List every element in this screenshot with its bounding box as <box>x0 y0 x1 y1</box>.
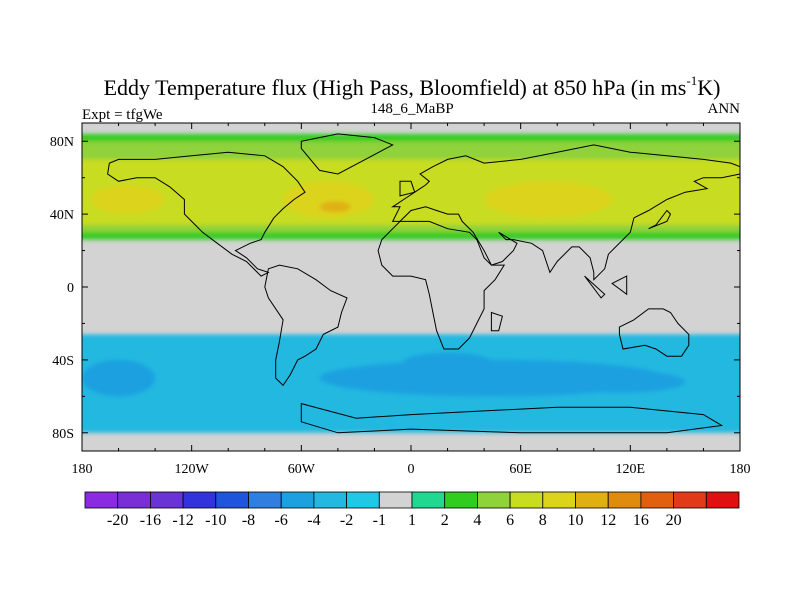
field-band-5 <box>484 181 613 218</box>
y-tick-label-1: 40N <box>50 208 74 223</box>
coastline-11 <box>611 275 628 296</box>
colorbar: -20 -16 -12 -10 -8 -6 -4 -2 -1 1 2 4 6 8 10 12 16 20 <box>84 491 740 529</box>
colorbar-swatch-3 <box>182 491 217 509</box>
colorbar-label-9: 1 <box>408 512 416 529</box>
colorbar-label-11: 4 <box>473 512 481 529</box>
x-tick-label-3: 0 <box>408 462 415 477</box>
experiment-label: Expt = tfgWe <box>82 107 163 123</box>
field-band-9 <box>401 352 494 375</box>
colorbar-swatch-1 <box>117 491 151 509</box>
colorbar-swatch-17 <box>640 491 675 509</box>
y-tick-label-2: 0 <box>67 281 74 296</box>
colorbar-swatch-5 <box>248 491 282 509</box>
field-band-3 <box>91 184 165 215</box>
coastline-5 <box>618 308 690 357</box>
colorbar-label-7: -2 <box>340 512 353 529</box>
colorbar-label-3: -10 <box>205 512 226 529</box>
colorbar-swatch-14 <box>542 491 576 509</box>
field-band-11 <box>82 359 156 397</box>
y-tick-label-4: 80S <box>52 427 74 442</box>
colorbar-swatch-15 <box>575 491 609 509</box>
coastline-3 <box>391 144 740 281</box>
colorbar-swatch-12 <box>476 491 511 509</box>
colorbar-swatch-13 <box>509 491 544 509</box>
x-tick-label-5: 120E <box>616 462 646 477</box>
colorbar-label-15: 12 <box>600 512 616 529</box>
coastline-10 <box>584 275 606 299</box>
x-tick-label-4: 60E <box>509 462 532 477</box>
colorbar-swatch-11 <box>444 491 478 509</box>
colorbar-swatch-16 <box>607 491 642 509</box>
colorbar-label-1: -16 <box>140 512 161 529</box>
y-tick-label-3: 40S <box>52 354 74 369</box>
x-tick-label-2: 60W <box>288 462 316 477</box>
colorbar-label-5: -6 <box>275 512 288 529</box>
colorbar-label-13: 8 <box>539 512 547 529</box>
x-tick-label-0: 180 <box>72 462 93 477</box>
coastlines <box>107 133 740 434</box>
coastline-9 <box>648 209 672 230</box>
field-band-4 <box>283 181 375 218</box>
coastline-7 <box>490 311 503 332</box>
colorbar-label-10: 2 <box>441 512 449 529</box>
colorbar-swatch-4 <box>215 491 249 509</box>
x-tick-label-1: 120W <box>175 462 210 477</box>
field-band-2 <box>82 159 740 226</box>
colorbar-label-2: -12 <box>172 512 193 529</box>
colorbar-label-6: -4 <box>307 512 320 529</box>
period-label: ANN <box>708 101 741 117</box>
colorbar-label-8: -1 <box>373 512 386 529</box>
map-area <box>82 123 740 451</box>
colorbar-swatch-18 <box>673 491 707 509</box>
coastline-4 <box>377 220 506 350</box>
coastline-1 <box>107 151 306 277</box>
colorbar-label-0: -20 <box>107 512 128 529</box>
colorbar-swatch-2 <box>149 491 184 509</box>
colorbar-label-14: 10 <box>568 512 584 529</box>
coastline-8 <box>399 180 416 197</box>
coastline-2 <box>264 264 348 387</box>
chart-title: Eddy Temperature flux (High Pass, Bloomf… <box>104 73 721 100</box>
colorbar-label-4: -8 <box>242 512 255 529</box>
coastline-6 <box>300 402 724 434</box>
colorbar-label-17: 20 <box>666 512 682 529</box>
colorbar-swatch-7 <box>313 491 347 509</box>
colorbar-swatch-9 <box>378 491 413 509</box>
coastline-0 <box>300 133 394 175</box>
run-label: 148_6_MaBP <box>370 101 453 117</box>
colorbar-swatch-6 <box>280 491 315 509</box>
y-tick-label-0: 80N <box>50 135 74 150</box>
flux-field <box>82 133 740 433</box>
colorbar-label-16: 16 <box>633 512 649 529</box>
colorbar-label-12: 6 <box>506 512 514 529</box>
colorbar-swatch-8 <box>346 491 380 509</box>
colorbar-swatch-0 <box>84 491 119 509</box>
field-band-6 <box>319 201 351 213</box>
field-band-10 <box>557 370 686 393</box>
colorbar-swatch-19 <box>705 491 740 509</box>
colorbar-swatch-10 <box>411 491 446 509</box>
x-tick-label-6: 180 <box>730 462 751 477</box>
axes: 180 120W 60W 0 60E 120E 180 80N 40N 0 40S 80S <box>50 123 751 477</box>
